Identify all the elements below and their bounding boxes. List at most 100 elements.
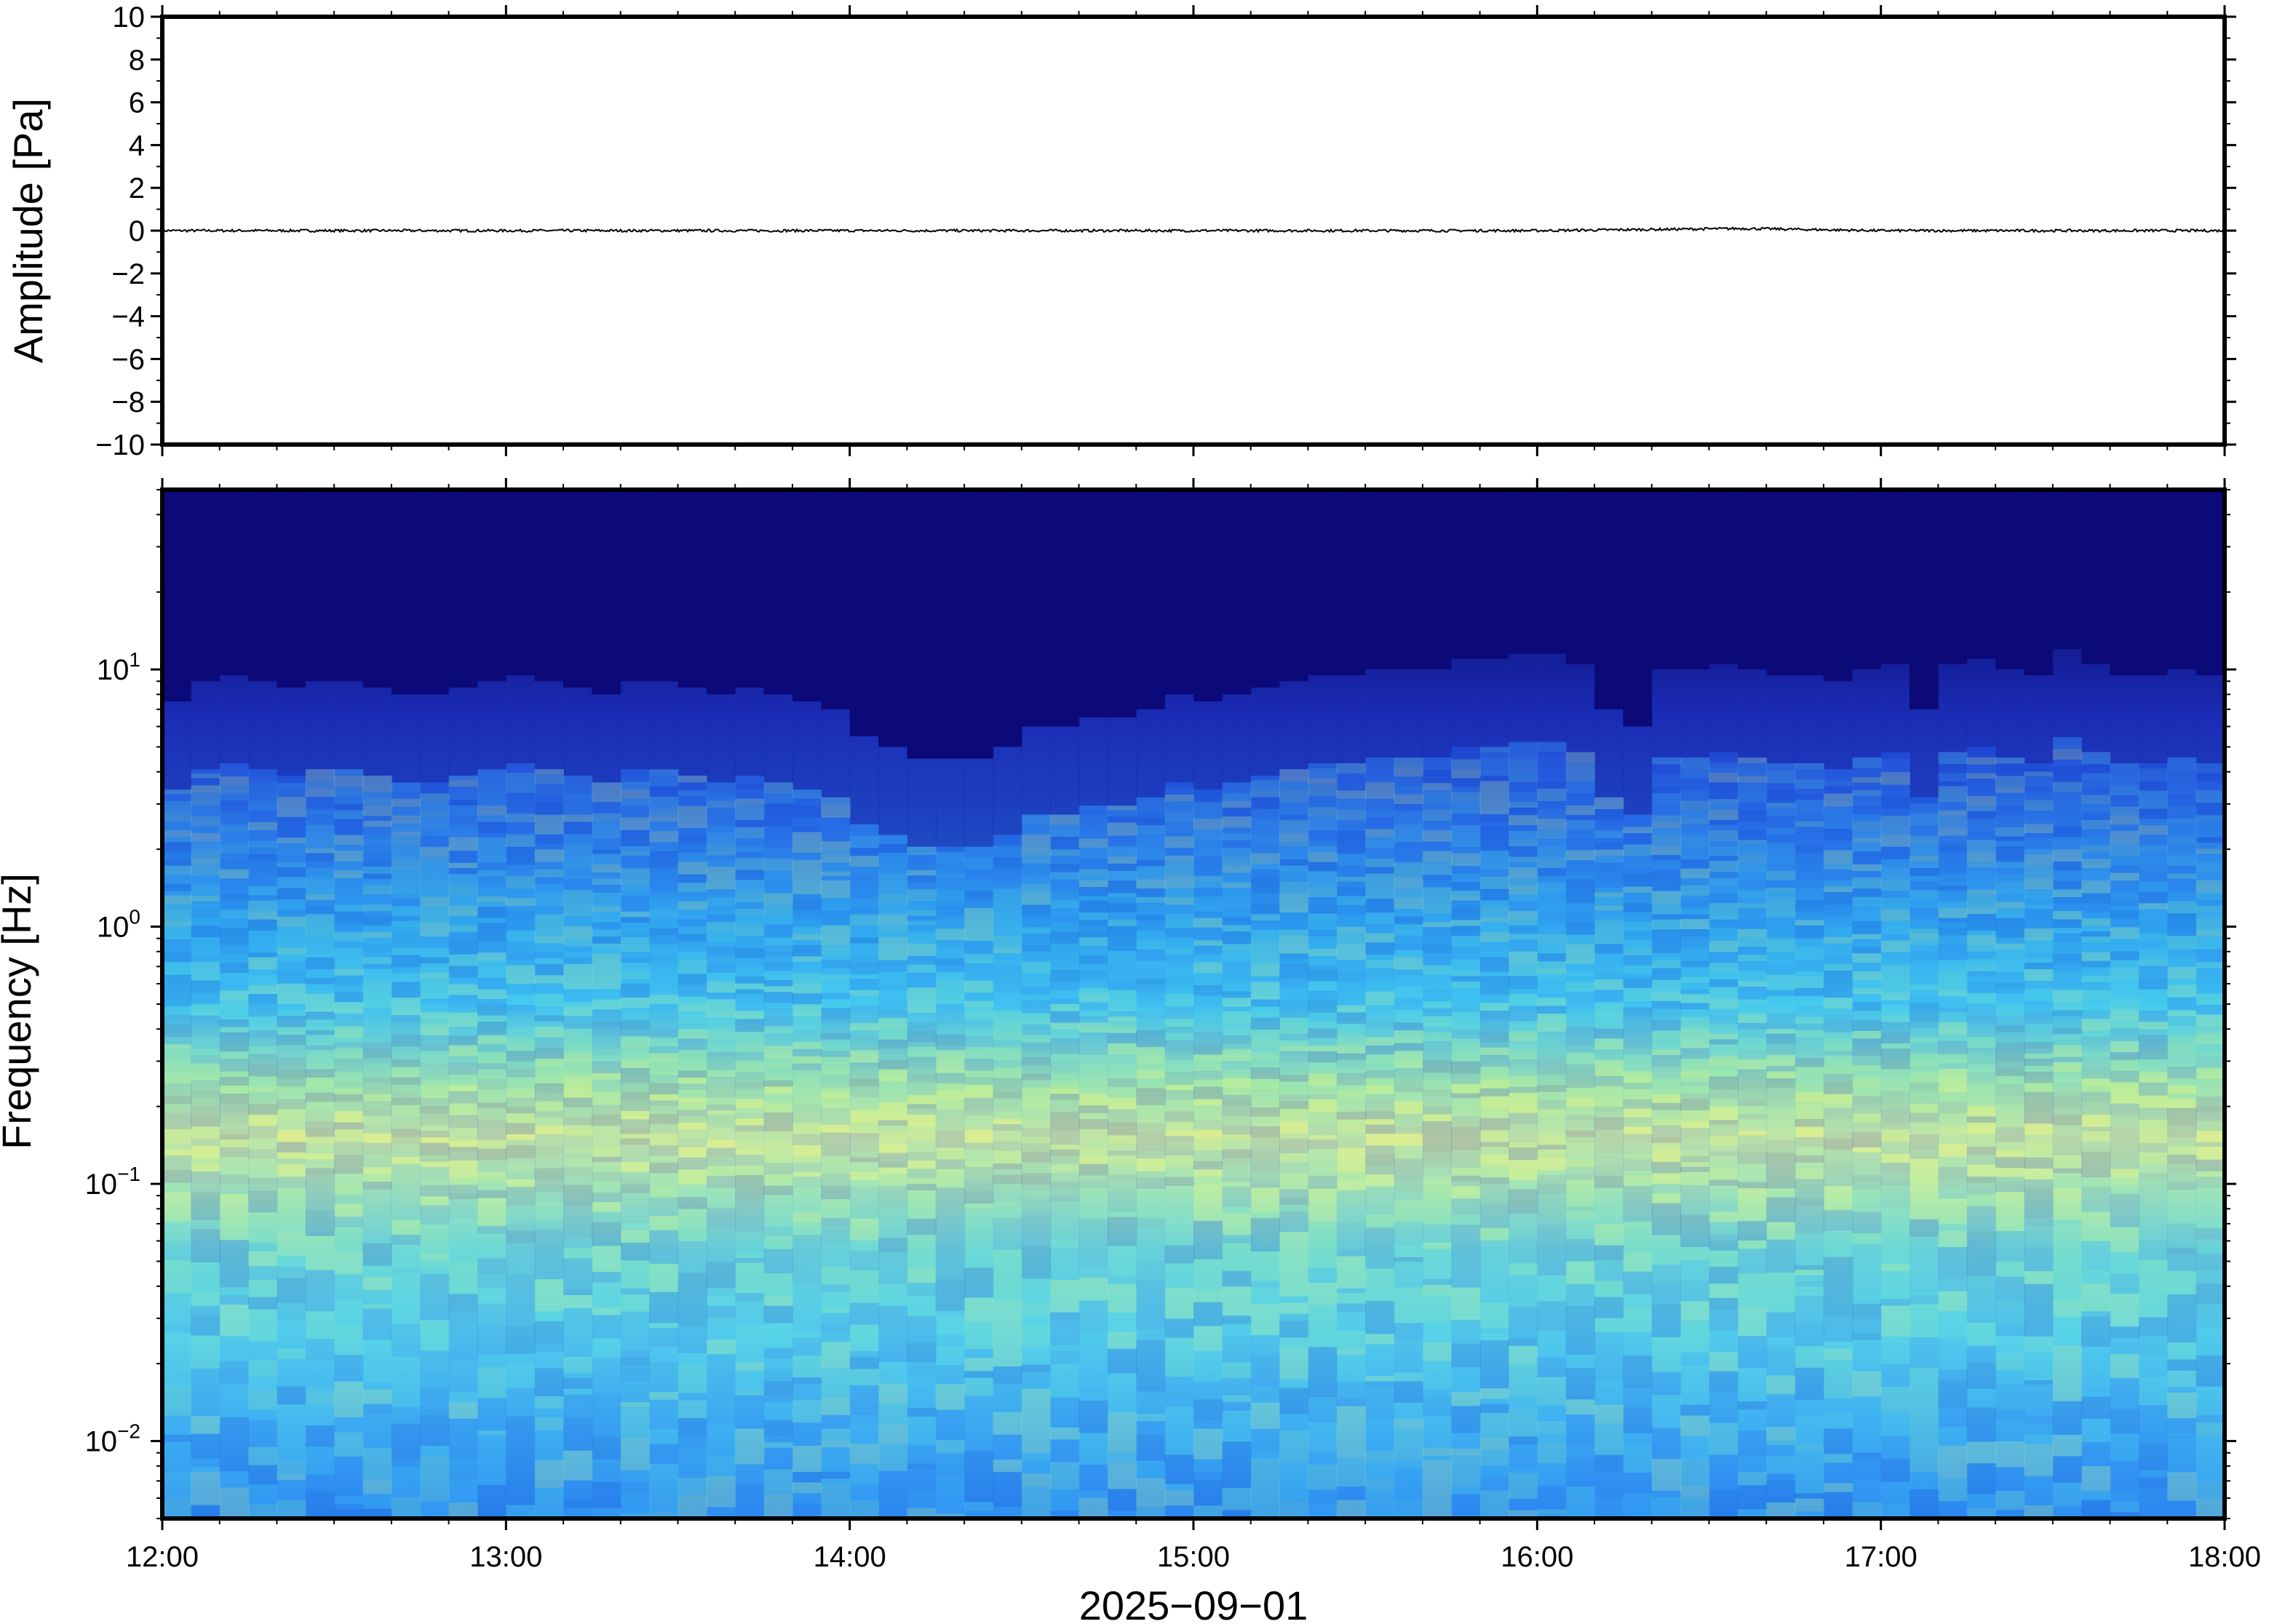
spectrogram-cell <box>592 977 621 990</box>
spectrogram-cell <box>907 955 937 965</box>
spectrogram-cell <box>2138 790 2169 803</box>
spectrogram-cell <box>2110 918 2139 928</box>
spectrogram-cell <box>821 875 851 881</box>
spectrogram-cell <box>592 1036 621 1048</box>
spectrogram-cell <box>821 945 851 955</box>
spectrogram-cell <box>1422 1106 1453 1115</box>
spectrogram-cell <box>1709 1150 1738 1157</box>
spectrogram-cell <box>1651 828 1682 835</box>
spectrogram-cell <box>1709 1185 1738 1201</box>
spectrogram-cell <box>162 1024 192 1038</box>
spectrogram-cell <box>1709 1250 1738 1267</box>
spectrogram-cell <box>878 1305 908 1333</box>
spectrogram-cell <box>1565 1323 1596 1355</box>
spectrogram-cell <box>1737 1086 1768 1091</box>
spectrogram-cell <box>563 1125 593 1136</box>
spectrogram-cell <box>2052 880 2083 890</box>
spectrogram-cell <box>821 1471 851 1479</box>
spectrogram-cell <box>1107 1246 1137 1276</box>
spectrogram-cell <box>1021 1127 1052 1137</box>
spectrogram-cell <box>2167 1016 2197 1027</box>
spectrogram-cell <box>391 1467 421 1497</box>
spectrogram-cell <box>935 923 966 929</box>
spectrogram-cell <box>1479 1020 1509 1032</box>
spectrogram-cell <box>2024 771 2054 777</box>
spectrogram-cell <box>620 1161 651 1173</box>
spectrogram-column-transition <box>620 681 651 770</box>
spectrogram-cell <box>1222 1206 1252 1214</box>
spectrogram-cell <box>1279 1379 1309 1388</box>
spectrogram-cell <box>935 1046 966 1051</box>
spectrogram-cell <box>534 952 565 958</box>
spectrogram-cell <box>2167 1114 2197 1126</box>
spectrogram-column-noise-floor <box>592 490 621 695</box>
spectrogram-cell <box>1451 1181 1481 1187</box>
spectrogram-cell <box>821 805 851 818</box>
spectrogram-cell <box>506 952 536 960</box>
spectrogram-cell <box>1193 1018 1223 1023</box>
spectrogram-cell <box>1795 1126 1824 1137</box>
spectrogram-cell <box>649 1484 679 1512</box>
spectrogram-cell <box>592 936 621 944</box>
spectrogram-cell <box>420 1161 450 1167</box>
spectrogram-cell <box>334 992 364 1003</box>
spectrogram-cell <box>219 1147 250 1158</box>
spectrogram-cell <box>1365 905 1395 913</box>
spectrogram-cell <box>1050 1212 1080 1240</box>
spectrogram-cell <box>878 971 908 979</box>
spectrogram-cell <box>1766 1440 1796 1446</box>
spectrogram-cell <box>1107 816 1137 823</box>
spectrogram-cell <box>391 1144 421 1158</box>
spectrogram-cell <box>277 1086 306 1099</box>
spectrogram-cell <box>534 1083 565 1094</box>
spectrogram-cell <box>735 1154 765 1166</box>
spectrogram-cell <box>1193 1195 1223 1205</box>
spectrogram-cell <box>305 1491 335 1518</box>
spectrogram-cell <box>792 1134 822 1146</box>
spectrogram-column-noise-floor <box>506 490 536 675</box>
spectrogram-cell <box>1422 1295 1453 1322</box>
spectrogram-cell <box>1308 1139 1338 1150</box>
spectrogram-cell <box>1422 1027 1453 1032</box>
spectrogram-cell <box>248 900 278 912</box>
spectrogram-cell <box>2196 1131 2225 1142</box>
spectrogram-cell <box>1336 1023 1367 1035</box>
spectrogram-cell <box>191 962 220 973</box>
spectrogram-cell <box>2052 1034 2083 1040</box>
spectrogram-cell <box>1565 1446 1596 1458</box>
spectrogram-cell <box>1823 1360 1853 1382</box>
spectrogram-cell <box>2110 1144 2139 1156</box>
spectrogram-cell <box>534 1066 565 1074</box>
spectrogram-cell <box>420 936 450 949</box>
spectrogram-cell <box>878 843 908 853</box>
spectrogram-cell <box>620 1493 651 1513</box>
spectrogram-cell <box>2052 766 2083 773</box>
spectrogram-cell <box>219 918 250 928</box>
spectrogram-cell <box>1823 1081 1853 1094</box>
spectrogram-cell <box>162 974 192 981</box>
spectrogram-image <box>162 490 2225 1518</box>
spectrogram-cell <box>2167 997 2197 1003</box>
spectrogram-cell <box>1995 949 2025 960</box>
spectrogram-cell <box>935 1409 966 1430</box>
spectrogram-cell <box>305 1092 335 1102</box>
spectrogram-cell <box>1451 787 1481 792</box>
spectrogram-cell <box>1422 861 1453 875</box>
spectrogram-cell <box>1623 903 1653 912</box>
spectrogram-cell <box>162 993 192 1007</box>
spectrogram-cell <box>1308 955 1338 966</box>
spectrogram-cell <box>1394 1262 1423 1288</box>
spectrogram-cell <box>1336 949 1367 960</box>
spectrogram-cell <box>2024 793 2054 800</box>
spectrogram-cell <box>2167 1066 2197 1075</box>
spectrogram-cell <box>420 1484 450 1502</box>
spectrogram-cell <box>821 1098 851 1109</box>
spectrogram-cell <box>334 1174 364 1182</box>
spectrogram-cell <box>1680 994 1710 1003</box>
spectrogram-cell <box>1709 903 1738 914</box>
spectrogram-cell <box>1709 1422 1738 1455</box>
spectrogram-cell <box>1136 1421 1166 1436</box>
spectrogram-cell <box>2196 949 2225 963</box>
spectrogram-cell <box>1709 1267 1738 1284</box>
spectrogram-cell <box>162 1104 192 1113</box>
